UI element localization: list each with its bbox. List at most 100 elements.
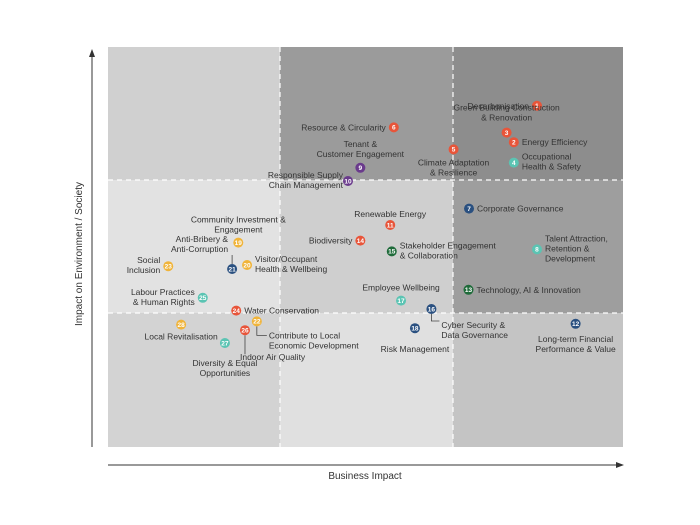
point-marker: [463, 284, 474, 295]
point-label: Green Building Construction & Renovation: [453, 103, 560, 123]
data-point: 25 Labour Practices & Human Rights: [131, 287, 208, 307]
point-marker: [197, 292, 208, 303]
point-marker: [464, 203, 475, 214]
point-number: 8: [535, 247, 539, 254]
leader-line: [256, 326, 267, 336]
point-label: Stakeholder Engagement & Collaboration: [400, 240, 497, 260]
point-label: Community Investment & Engagement: [191, 215, 286, 235]
point-label: Occupational Health & Safety: [522, 152, 582, 172]
point-number: 6: [392, 125, 396, 132]
point-number: 7: [467, 206, 471, 213]
point-marker: [239, 325, 250, 336]
point-marker: [508, 157, 519, 168]
point-label: Biodiversity: [309, 236, 353, 246]
point-marker: [342, 176, 353, 186]
data-point: 4 Occupational Health & Safety: [508, 152, 582, 172]
point-marker: [233, 237, 244, 248]
data-point: 2 Energy Efficiency: [508, 137, 588, 148]
data-point: 13 Technology, AI & Innovation: [463, 284, 582, 295]
point-number: 28: [178, 322, 186, 329]
point-marker: [231, 305, 242, 316]
point-label: Anti-Bribery & Anti-Corruption: [171, 234, 228, 254]
quadrant-middle-center: [280, 180, 453, 313]
point-number: 2: [512, 140, 516, 147]
point-number: 16: [428, 306, 436, 313]
point-marker: [508, 137, 519, 148]
point-label: Visitor/Occupant Health & Wellbeing: [255, 254, 327, 274]
quadrant-top-center: [280, 47, 453, 180]
point-marker: [355, 162, 366, 173]
point-marker: [385, 220, 396, 230]
point-number: 9: [359, 165, 363, 172]
point-label: Technology, AI & Innovation: [477, 285, 582, 295]
point-label: Risk Management: [381, 344, 450, 354]
point-marker: [386, 246, 397, 257]
point-number: 20: [243, 262, 251, 269]
point-label: Climate Adaptation & Resilience: [418, 157, 490, 177]
leader-line: [431, 314, 440, 322]
point-marker: [448, 144, 459, 155]
point-number: 11: [387, 222, 394, 229]
y-axis-title: Impact on Environment / Society: [74, 182, 85, 326]
point-label: Indoor Air Quality: [240, 352, 306, 362]
point-label: Diversity & Equal Opportunities: [193, 358, 258, 378]
point-label: Renewable Energy: [354, 209, 427, 219]
quadrant-middle-left: [108, 180, 280, 313]
data-point: 26 Indoor Air Quality: [239, 325, 306, 362]
data-point: 1 Decarbonisation: [468, 100, 542, 111]
point-number: 12: [572, 321, 580, 328]
data-point: 3 Green Building Construction & Renovation: [453, 103, 560, 138]
point-marker: [176, 319, 187, 330]
point-number: 4: [512, 160, 516, 167]
point-label: Contribute to Local Economic Development: [269, 330, 359, 350]
point-number: 24: [233, 308, 241, 315]
point-label: Talent Attraction, Retention & Development: [545, 233, 608, 263]
point-number: 17: [397, 298, 405, 305]
data-point: 6 Resource & Circularity: [301, 122, 399, 133]
quadrant-top-left: [108, 47, 280, 180]
point-marker: [163, 261, 174, 272]
quadrant-bottom-left: [108, 313, 280, 447]
data-point: 11 Renewable Energy: [354, 209, 427, 230]
point-number: 23: [165, 264, 173, 271]
point-marker: [355, 235, 366, 246]
point-label: Tenant & Customer Engagement: [317, 139, 405, 159]
point-number: 5: [452, 147, 456, 154]
quadrant-bottom-center: [280, 313, 453, 447]
point-number: 27: [221, 340, 229, 347]
data-point: 24 Water Conservation: [231, 305, 319, 316]
point-marker: [227, 264, 238, 274]
point-number: 13: [465, 287, 473, 294]
point-number: 3: [505, 130, 509, 137]
point-marker: [219, 338, 230, 348]
data-point: 16 Cyber Security & Data Governance: [426, 304, 508, 340]
point-label: Employee Wellbeing: [362, 283, 440, 293]
x-axis-title: Business Impact: [328, 471, 402, 482]
point-label: Responsible Supply Chain Management: [268, 170, 344, 190]
point-marker: [531, 244, 542, 255]
point-label: Decarbonisation: [468, 101, 530, 111]
point-marker: [570, 318, 581, 329]
point-marker: [396, 295, 407, 306]
point-number: 10: [344, 178, 352, 185]
point-marker: [242, 260, 253, 270]
y-axis-arrow: [89, 49, 95, 57]
point-label: Corporate Governance: [477, 204, 564, 214]
point-marker: [531, 100, 542, 111]
x-axis-arrow: [616, 462, 624, 468]
data-point: 7 Corporate Governance: [464, 203, 564, 214]
data-point: 17 Employee Wellbeing: [362, 283, 440, 306]
data-point: 18 Risk Management: [381, 323, 450, 354]
point-label: Cyber Security & Data Governance: [441, 320, 508, 340]
point-marker: [426, 304, 437, 314]
data-point: 19 Community Investment & Engagement: [191, 215, 286, 248]
point-number: 1: [535, 103, 539, 110]
point-label: Labour Practices & Human Rights: [131, 287, 195, 307]
data-point: 8 Talent Attraction, Retention & Developmen…: [531, 233, 608, 263]
point-marker: [409, 323, 420, 334]
data-point: 21 Anti-Bribery & Anti-Corruption: [171, 234, 238, 274]
point-label: Social Inclusion: [127, 255, 161, 275]
point-marker: [501, 127, 512, 138]
point-label: Resource & Circularity: [301, 122, 386, 132]
